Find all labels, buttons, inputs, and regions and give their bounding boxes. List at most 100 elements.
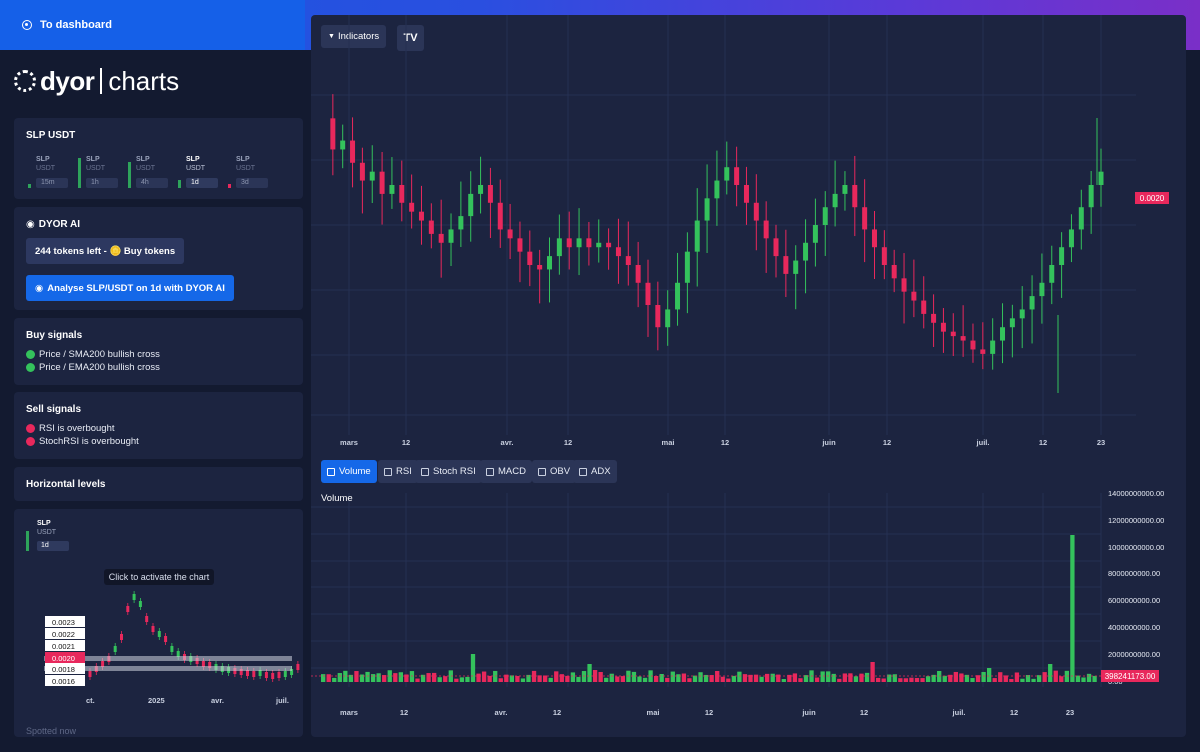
- mini-price-label: 0.0021: [52, 642, 75, 651]
- mini-price-tag: [45, 675, 85, 686]
- volume-bar: [343, 670, 348, 682]
- mini-candle-body: [277, 672, 281, 678]
- indicators-button[interactable]: ▼ Indicators: [321, 25, 387, 48]
- volume-bar: [470, 654, 476, 682]
- volume-x-labels: mars 12 avr. 12 mai 12 juin 12 juil. 12 23: [340, 708, 1074, 717]
- buy-signals-card: Buy signals Price / SMA200 bullish cross…: [14, 318, 303, 385]
- tab-macd[interactable]: MACD: [480, 460, 532, 483]
- timeframe-4h[interactable]: SLP USDT 4h: [126, 154, 171, 190]
- timeframe-1d[interactable]: SLP USDT 1d: [176, 154, 221, 190]
- candle-body: [881, 247, 887, 265]
- mini-price-label: 0.0023: [52, 618, 75, 627]
- candle-body: [1078, 207, 1084, 230]
- candle-body: [645, 282, 651, 305]
- volume-bar: [703, 674, 709, 682]
- candle-body: [675, 282, 681, 310]
- price-x-label: 12: [402, 438, 410, 447]
- candle-body: [753, 202, 759, 221]
- red-face-icon: [26, 424, 35, 433]
- volume-bar: [798, 678, 803, 682]
- mini-chart-card[interactable]: SLP USDT 1d 0.0023 0.0022 0.0021 0.0020 0.00…: [14, 509, 303, 737]
- analyse-button[interactable]: ◉ Analyse SLP/USDT on 1d with DYOR AI: [26, 275, 234, 301]
- sell-signal-item: StochRSI is overbought: [26, 436, 139, 447]
- candle-body: [773, 238, 779, 257]
- timeframe-3d[interactable]: SLP USDT 3d: [226, 154, 271, 190]
- candle-body: [330, 118, 336, 150]
- candle-body: [458, 216, 464, 230]
- to-dashboard-button[interactable]: To dashboard: [0, 0, 305, 50]
- mini-candle-body: [101, 661, 105, 667]
- volume-x-label: avr.: [495, 708, 508, 717]
- candle-body: [527, 251, 533, 265]
- volume-bar: [987, 668, 992, 682]
- candle-body: [606, 242, 612, 248]
- volume-bar: [920, 678, 925, 682]
- volume-bar: [642, 677, 648, 682]
- volume-bar: [404, 674, 409, 682]
- mini-candle-body: [157, 631, 161, 637]
- mini-candle-body: [239, 669, 243, 675]
- horizontal-levels-card[interactable]: Horizontal levels: [14, 467, 303, 501]
- tf-symbol: SLP: [236, 156, 250, 163]
- logo-divider: [100, 68, 103, 94]
- candle-body: [665, 309, 671, 328]
- candle-body: [822, 207, 828, 225]
- volume-bar: [942, 675, 947, 682]
- tab-stoch-rsi[interactable]: Stoch RSI: [415, 460, 482, 483]
- tf-quote: USDT: [136, 165, 156, 172]
- tab-adx[interactable]: ADX: [573, 460, 617, 483]
- tf-volume-bar: [178, 180, 181, 188]
- tradingview-logo-icon[interactable]: TV: [397, 25, 424, 51]
- timeframe-15m[interactable]: SLP USDT 15m: [26, 154, 71, 190]
- candle-body: [901, 278, 907, 292]
- sell-signals-card: Sell signals RSI is overbought StochRSI …: [14, 392, 303, 459]
- tab-volume[interactable]: Volume: [321, 460, 377, 483]
- volume-bar: [604, 677, 609, 682]
- mini-price-label: 0.0018: [52, 665, 75, 674]
- buy-signal-text: Price / SMA200 bullish cross: [39, 349, 160, 360]
- tab-obv[interactable]: OBV: [532, 460, 577, 483]
- volume-bar: [1025, 675, 1031, 682]
- volume-bar: [559, 674, 564, 682]
- logo-charts-text: charts: [108, 65, 180, 96]
- volume-x-label: mars: [340, 708, 358, 717]
- candle-body: [724, 167, 730, 181]
- mini-price-label: 0.0020: [52, 654, 75, 663]
- pair-title: SLP USDT: [26, 130, 76, 141]
- volume-bar: [992, 678, 997, 682]
- volume-bar: [448, 670, 453, 682]
- volume-bar: [432, 672, 437, 682]
- volume-bar: [348, 674, 354, 682]
- volume-bar: [1064, 670, 1069, 682]
- tf-volume-bar: [28, 184, 31, 188]
- buy-tokens-button[interactable]: 244 tokens left - 🪙 Buy tokens: [26, 238, 185, 264]
- candle-body: [1098, 171, 1104, 185]
- timeframe-1h[interactable]: SLP USDT 1h: [76, 154, 121, 190]
- tab-rsi[interactable]: RSI: [378, 460, 418, 483]
- volume-y-label: 2000000000.00: [1108, 650, 1160, 659]
- volume-bar: [459, 677, 465, 682]
- volume-bar: [781, 678, 786, 682]
- volume-bar: [554, 671, 559, 682]
- checkbox-icon: [384, 467, 392, 476]
- sell-signals-title: Sell signals: [26, 404, 82, 415]
- volume-bar: [598, 672, 603, 682]
- candle-body: [428, 220, 434, 234]
- candle-body: [783, 256, 789, 274]
- tab-label: OBV: [550, 466, 571, 477]
- volume-bar: [576, 676, 581, 682]
- candle-body: [763, 220, 769, 239]
- tf-symbol: SLP: [136, 156, 150, 163]
- volume-bar: [892, 674, 897, 682]
- volume-x-label: 12: [860, 708, 868, 717]
- candle-body: [596, 242, 602, 248]
- mini-candle-body: [132, 594, 136, 600]
- candle-body: [389, 185, 395, 194]
- candle-body: [418, 211, 424, 221]
- volume-bar: [687, 678, 692, 682]
- candle-body: [556, 238, 562, 257]
- mini-candle-body: [120, 634, 123, 640]
- volume-bar: [726, 678, 731, 682]
- price-x-label: 23: [1097, 438, 1105, 447]
- candle-body: [537, 265, 543, 270]
